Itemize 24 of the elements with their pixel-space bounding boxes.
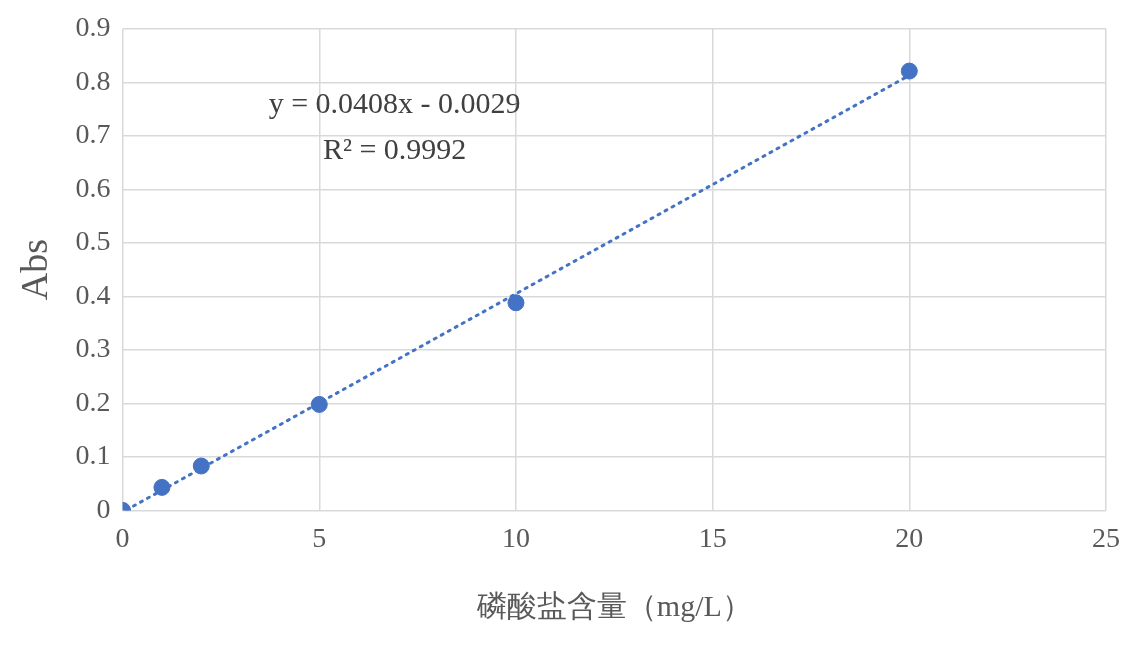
y-tick-label: 0.4 bbox=[75, 278, 111, 310]
y-tick-label: 0.6 bbox=[75, 171, 111, 203]
x-tick-label: 25 bbox=[1092, 521, 1120, 553]
point bbox=[900, 62, 918, 80]
y-tick-label: 0.9 bbox=[75, 11, 111, 43]
y-tick-label: 0 bbox=[96, 492, 111, 524]
y-tick-label: 0.5 bbox=[75, 225, 111, 257]
annotation: y = 0.0408x - 0.0029 bbox=[268, 85, 521, 119]
y-tick-label: 0.7 bbox=[75, 118, 111, 150]
annotation: R² = 0.9992 bbox=[322, 131, 467, 165]
x-axis-title: 磷酸盐含量（mg/L） bbox=[475, 588, 752, 622]
y-tick-label: 0.8 bbox=[75, 64, 111, 96]
point bbox=[310, 395, 328, 413]
x-tick-label: 20 bbox=[895, 521, 924, 553]
y-tick-label: 0.2 bbox=[75, 385, 111, 417]
point bbox=[192, 457, 210, 475]
y-axis-title: Abs bbox=[12, 238, 55, 301]
point bbox=[153, 478, 171, 496]
point bbox=[507, 294, 525, 312]
y-tick-label: 0.1 bbox=[75, 439, 111, 471]
x-tick-label: 5 bbox=[312, 521, 327, 553]
x-tick-label: 15 bbox=[698, 521, 727, 553]
x-tick-label: 10 bbox=[501, 521, 530, 553]
y-tick-label: 0.3 bbox=[75, 332, 111, 364]
